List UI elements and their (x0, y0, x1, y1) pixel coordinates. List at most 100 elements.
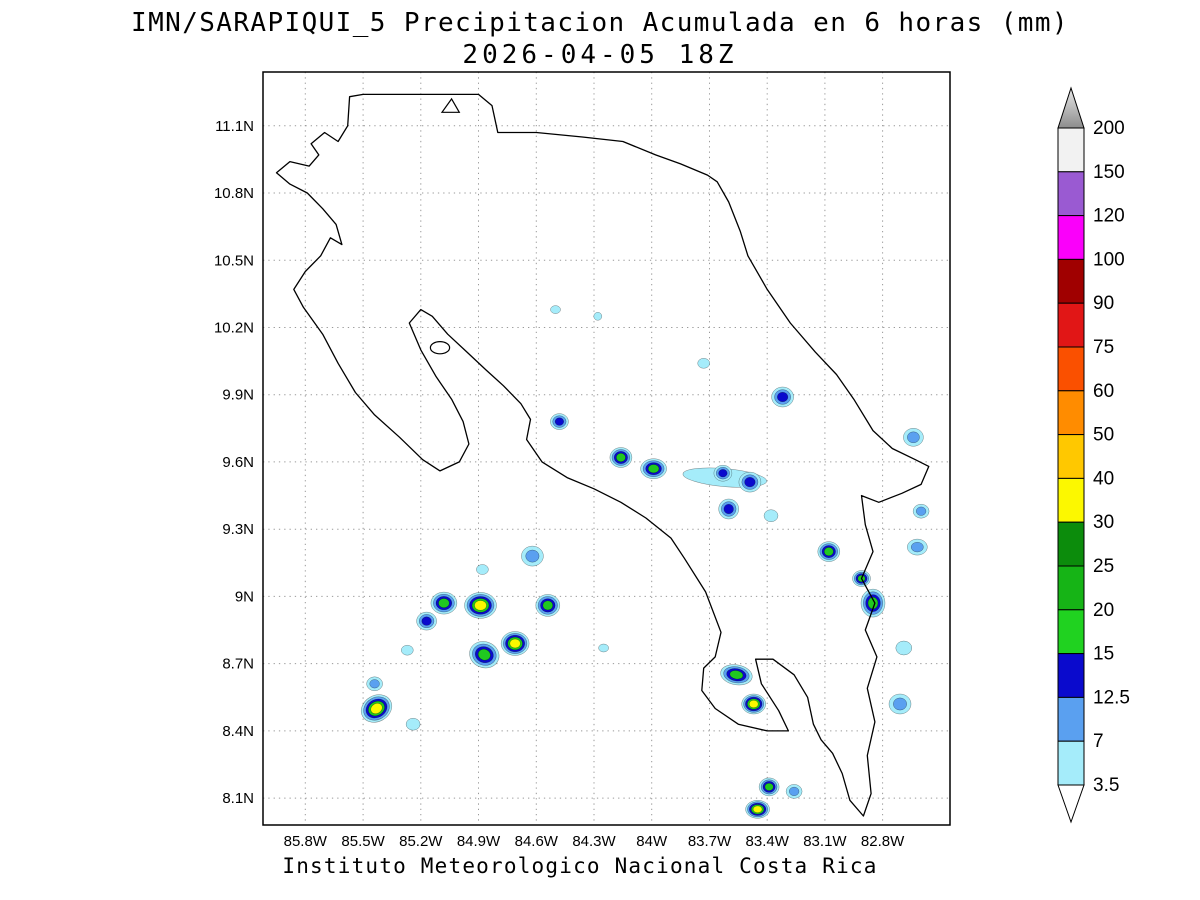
precip-blob (758, 777, 780, 797)
colorbar-segment (1057, 171, 1085, 217)
precip-contour (401, 644, 414, 656)
colorbar-segment (1057, 302, 1085, 348)
precip-contour (748, 699, 759, 709)
x-axis-label: 84.3W (572, 833, 616, 850)
page-subtitle-datetime: 2026-04-05 18Z (462, 40, 738, 70)
colorbar-segment (1057, 565, 1085, 611)
precip-blob (738, 471, 762, 493)
colorbar-bottom-cap (1057, 784, 1085, 824)
precip-blob (713, 464, 733, 482)
map-frame (262, 71, 951, 826)
precip-contour (550, 305, 561, 314)
lake-island (440, 97, 461, 113)
colorbar-label: 30 (1093, 512, 1114, 533)
precip-contour (788, 786, 800, 796)
precipitation-layer (360, 305, 930, 819)
precip-contour (476, 564, 489, 575)
precip-blob (469, 641, 500, 669)
x-axis-label: 85.5W (341, 833, 385, 850)
precip-contour (477, 648, 491, 661)
precip-blob (895, 640, 913, 656)
precip-contour (593, 312, 603, 321)
x-axis-label: 83.1W (803, 833, 847, 850)
precip-blob (535, 594, 561, 617)
colorbar-segment (1057, 258, 1085, 304)
colorbar-label: 120 (1093, 206, 1125, 227)
footer-institution: Instituto Meteorologico Nacional Costa R… (282, 854, 878, 878)
colorbar-label: 3.5 (1093, 775, 1119, 796)
y-axis-label: 9.9N (222, 387, 254, 404)
colorbar-label: 75 (1093, 337, 1114, 358)
precip-blob (888, 693, 912, 715)
precip-blob (550, 305, 561, 314)
precip-contour (421, 616, 432, 626)
precip-blob (697, 358, 710, 369)
colorbar-segment (1057, 609, 1085, 655)
x-axis-label: 82.8W (861, 833, 905, 850)
colorbar-segment (1057, 740, 1085, 786)
precip-blob (718, 498, 739, 520)
y-axis-label: 9.6N (222, 454, 254, 471)
colorbar-segment (1057, 653, 1085, 698)
precip-contour (764, 782, 774, 791)
precip-contour (647, 464, 660, 474)
precip-contour (370, 703, 383, 714)
precip-blob (785, 784, 803, 799)
precip-contour (895, 640, 913, 656)
precip-blob (593, 312, 603, 321)
colorbar-segment (1057, 521, 1085, 567)
x-axis-label: 85.2W (399, 833, 443, 850)
colorbar-segment (1057, 696, 1085, 742)
colorbar-label: 100 (1093, 249, 1125, 270)
precip-contour (907, 431, 920, 444)
colorbar-label: 25 (1093, 556, 1114, 577)
precip-blob (741, 693, 766, 715)
colorbar-segment (1057, 346, 1085, 392)
precip-blob (521, 545, 544, 567)
colorbar-segment (1057, 215, 1085, 260)
colorbar-label: 150 (1093, 162, 1125, 183)
precip-contour (752, 805, 763, 813)
colorbar-label: 200 (1093, 118, 1125, 139)
y-axis-label: 11.1N (215, 118, 254, 135)
colorbar-legend: 200 150 120 100 90 75 60 50 40 30 25 20 15 12.5 7 3.5 (1057, 86, 1130, 824)
coastline-path (275, 93, 930, 817)
precip-blob (763, 509, 779, 522)
precip-blob (405, 717, 421, 731)
page-title: IMN/SARAPIQUI_5 Precipitacion Acumulada … (131, 8, 1069, 38)
precip-contour (438, 598, 450, 608)
precip-contour (598, 643, 609, 653)
precip-blob (401, 644, 414, 656)
precip-blob (720, 664, 753, 686)
x-axis-label: 84.9W (457, 833, 501, 850)
y-axis-label: 10.8N (214, 185, 254, 202)
y-axis-label: 10.5N (214, 252, 254, 269)
axis-labels: 11.1N 10.8N 10.5N 10.2N 9.9N 9.6N 9.3N 9N 8.7N 8.… (214, 118, 905, 850)
precip-contour (729, 670, 744, 680)
grid-layer (263, 72, 950, 825)
precip-blob (360, 694, 393, 723)
precip-contour (744, 477, 756, 488)
precip-contour (777, 391, 789, 403)
x-axis-label: 83.7W (688, 833, 732, 850)
precip-blob (771, 386, 794, 408)
x-axis-label: 83.4W (746, 833, 790, 850)
x-axis-label: 85.8W (284, 833, 328, 850)
precip-contour (474, 600, 487, 611)
precip-blob (912, 503, 930, 519)
precip-contour (893, 697, 907, 711)
colorbar-segment (1057, 390, 1085, 436)
precip-contour (723, 503, 734, 515)
colorbar-label: 7 (1093, 731, 1104, 752)
precip-blob (745, 800, 770, 819)
precip-contour (823, 547, 834, 557)
precip-contour (910, 541, 924, 553)
colorbar-label: 60 (1093, 381, 1114, 402)
y-axis-label: 8.4N (222, 723, 254, 740)
y-axis-label: 10.2N (214, 320, 254, 337)
precip-blob (903, 428, 924, 447)
precip-blob (416, 611, 437, 631)
y-axis-label: 8.1N (222, 790, 254, 807)
precip-blob (609, 447, 633, 468)
